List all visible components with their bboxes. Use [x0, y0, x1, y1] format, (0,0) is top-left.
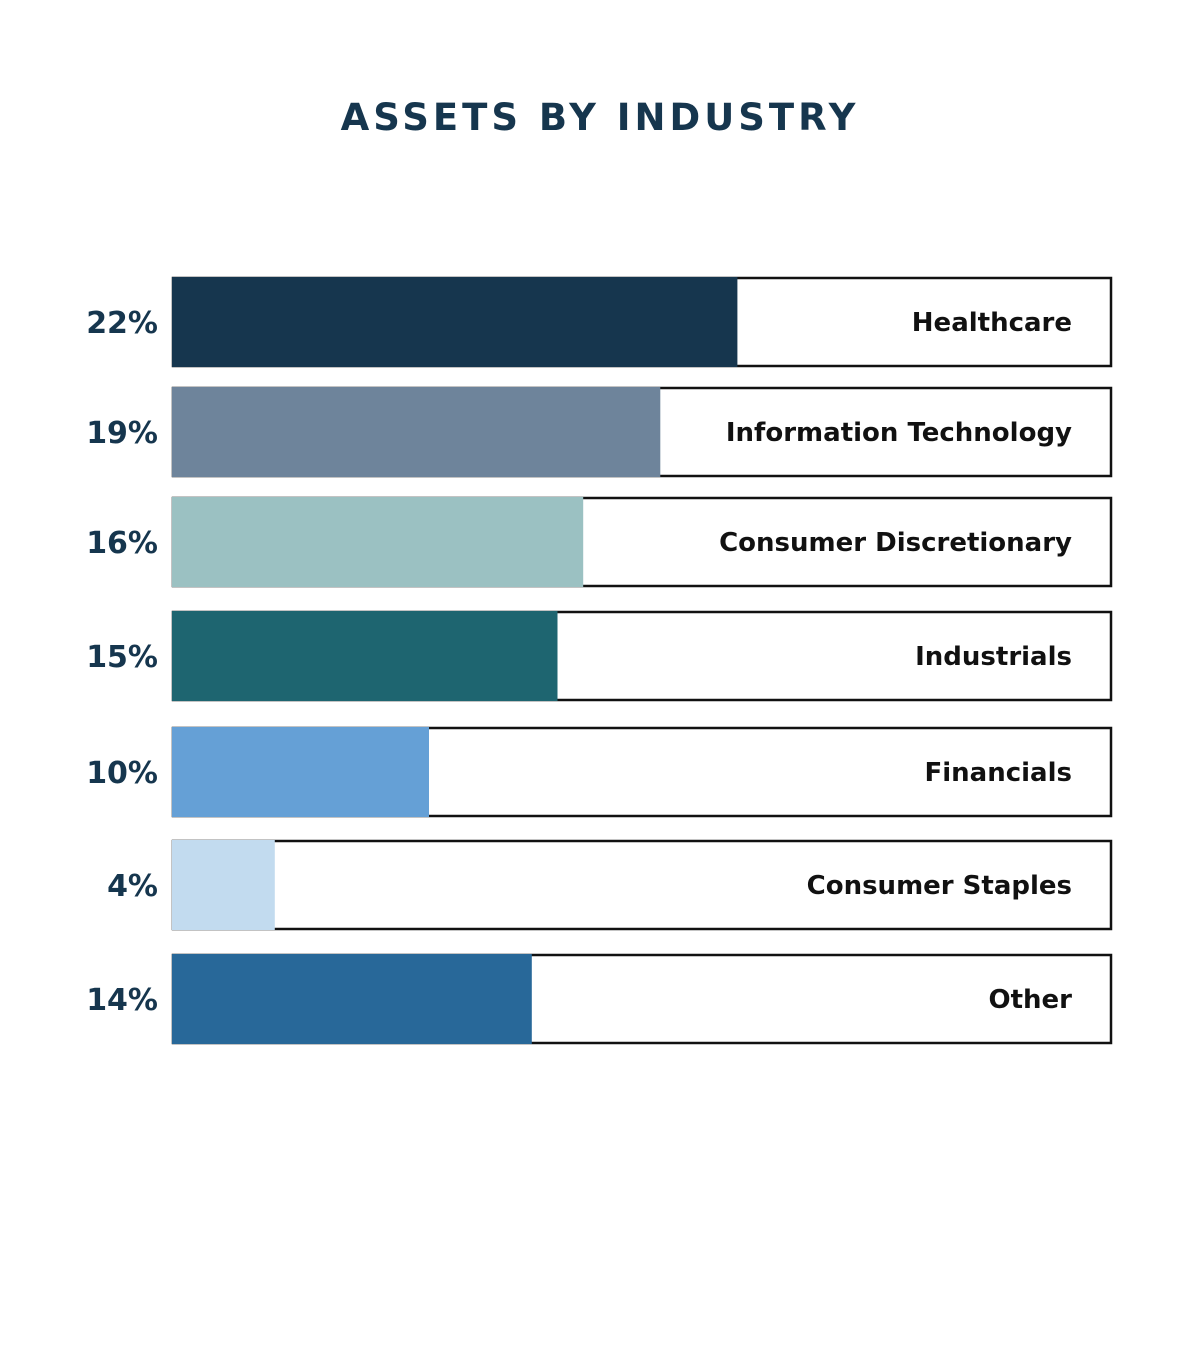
bar-row: 16% Consumer Discretionary: [86, 496, 1113, 588]
bar-row: 22% Healthcare: [86, 276, 1113, 368]
value-label: 14%: [86, 983, 158, 1018]
category-label: Other: [989, 985, 1073, 1015]
bar: [172, 497, 584, 587]
bar: [172, 611, 558, 701]
chart-title: ASSETS BY INDUSTRY: [340, 96, 860, 139]
value-label: 16%: [86, 526, 158, 561]
bar-row: 10% Financials: [86, 726, 1113, 818]
category-label: Healthcare: [912, 308, 1072, 338]
category-label: Industrials: [915, 642, 1072, 672]
category-label: Financials: [925, 758, 1073, 788]
bar: [172, 277, 738, 367]
value-label: 19%: [86, 416, 158, 451]
bar: [172, 840, 275, 930]
category-label: Consumer Discretionary: [719, 528, 1072, 558]
category-label: Consumer Staples: [807, 871, 1072, 901]
value-label: 10%: [86, 756, 158, 791]
bar: [172, 954, 532, 1044]
bar: [172, 727, 429, 817]
value-label: 15%: [86, 640, 158, 675]
category-label: Information Technology: [726, 418, 1072, 448]
bar-row: 15% Industrials: [86, 610, 1113, 702]
bar-track: [171, 839, 1113, 931]
bar-row: 19% Information Technology: [86, 386, 1113, 478]
value-label: 22%: [86, 306, 158, 341]
bar-row: 14% Other: [86, 953, 1113, 1045]
value-label: 4%: [107, 869, 158, 904]
bar-row: 4% Consumer Staples: [107, 839, 1113, 931]
bar: [172, 387, 661, 477]
